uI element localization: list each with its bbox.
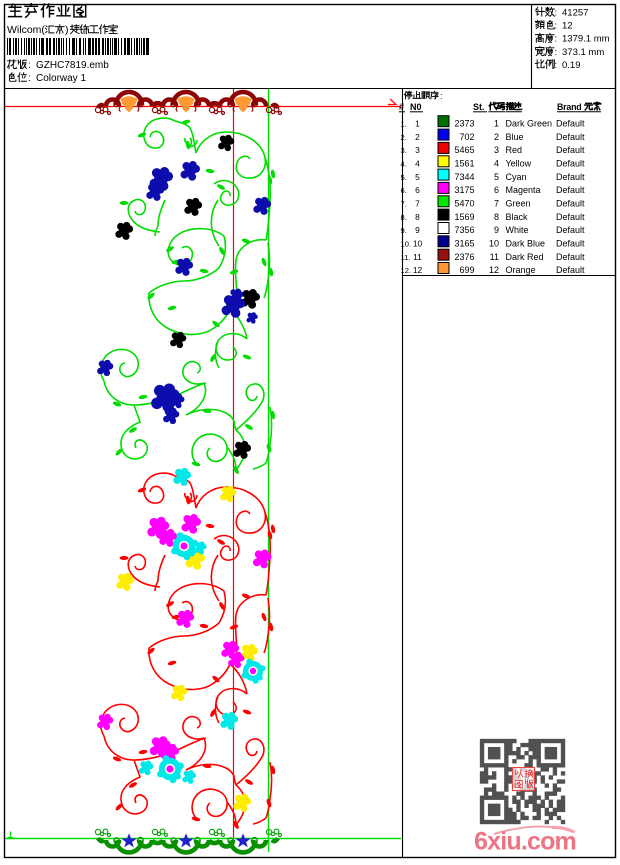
svg-text:Green: Green bbox=[506, 199, 531, 209]
svg-text::: : bbox=[555, 8, 558, 19]
svg-text:GZHC7819.emb: GZHC7819.emb bbox=[36, 60, 109, 71]
svg-text:10: 10 bbox=[489, 239, 499, 249]
svg-text:4: 4 bbox=[415, 158, 420, 168]
svg-text:#: # bbox=[399, 102, 404, 112]
svg-text:Default: Default bbox=[556, 118, 585, 128]
svg-text:6xiu.com: 6xiu.com bbox=[474, 828, 576, 856]
svg-text:11: 11 bbox=[413, 252, 422, 262]
svg-text:2: 2 bbox=[494, 132, 499, 142]
svg-text:Default: Default bbox=[556, 185, 585, 195]
svg-text:Default: Default bbox=[556, 132, 585, 142]
svg-text:Default: Default bbox=[556, 212, 585, 222]
svg-text::: : bbox=[28, 60, 31, 71]
svg-text:6: 6 bbox=[494, 185, 499, 195]
svg-text:9.: 9. bbox=[401, 226, 407, 235]
svg-text:7: 7 bbox=[415, 199, 420, 209]
svg-text:3: 3 bbox=[415, 145, 420, 155]
svg-text:Wilcom(: Wilcom( bbox=[7, 24, 45, 36]
svg-text:1.: 1. bbox=[401, 119, 407, 128]
svg-text:5: 5 bbox=[494, 172, 499, 182]
svg-text:Blue: Blue bbox=[506, 132, 524, 142]
svg-text:5470: 5470 bbox=[454, 199, 474, 209]
svg-text:1: 1 bbox=[415, 118, 420, 128]
svg-text:7: 7 bbox=[494, 199, 499, 209]
svg-text:3: 3 bbox=[494, 145, 499, 155]
svg-text:Default: Default bbox=[556, 265, 585, 275]
svg-text::: : bbox=[555, 21, 558, 32]
svg-text:Dark Green: Dark Green bbox=[506, 118, 553, 128]
svg-text:Default: Default bbox=[556, 199, 585, 209]
svg-text:3175: 3175 bbox=[454, 185, 474, 195]
svg-text:10: 10 bbox=[413, 239, 423, 249]
svg-text::: : bbox=[555, 47, 558, 58]
svg-text:Dark Red: Dark Red bbox=[506, 252, 544, 262]
svg-text:9: 9 bbox=[415, 225, 420, 235]
svg-text:7356: 7356 bbox=[454, 225, 474, 235]
svg-text:Black: Black bbox=[506, 212, 529, 222]
svg-text:Default: Default bbox=[556, 252, 585, 262]
svg-text:4: 4 bbox=[494, 158, 499, 168]
svg-text:8: 8 bbox=[494, 212, 499, 222]
svg-text:Default: Default bbox=[556, 239, 585, 249]
svg-text:12: 12 bbox=[562, 21, 573, 32]
svg-text:5465: 5465 bbox=[454, 145, 474, 155]
svg-text:1569: 1569 bbox=[454, 212, 474, 222]
svg-text:Default: Default bbox=[556, 145, 585, 155]
svg-text:St.: St. bbox=[473, 102, 485, 112]
svg-text::: : bbox=[555, 34, 558, 45]
svg-text:Default: Default bbox=[556, 225, 585, 235]
svg-text:3.: 3. bbox=[401, 146, 407, 155]
svg-text:11: 11 bbox=[490, 252, 499, 262]
svg-text:7344: 7344 bbox=[454, 172, 474, 182]
svg-text:702: 702 bbox=[459, 132, 474, 142]
svg-text::: : bbox=[555, 60, 558, 71]
svg-text:Magenta: Magenta bbox=[506, 185, 541, 195]
svg-text:2.: 2. bbox=[401, 133, 407, 142]
svg-text:1: 1 bbox=[494, 118, 499, 128]
svg-text::: : bbox=[28, 73, 31, 84]
svg-text:Default: Default bbox=[556, 158, 585, 168]
svg-text:373.1 mm: 373.1 mm bbox=[562, 47, 604, 58]
svg-text:Orange: Orange bbox=[506, 265, 536, 275]
svg-text:8: 8 bbox=[415, 212, 420, 222]
svg-text:11.: 11. bbox=[401, 253, 411, 262]
svg-text:Brand: Brand bbox=[557, 102, 581, 112]
svg-text:1561: 1561 bbox=[454, 158, 474, 168]
svg-text:Colorway 1: Colorway 1 bbox=[36, 73, 86, 84]
svg-text:Red: Red bbox=[506, 145, 523, 155]
svg-text:2: 2 bbox=[415, 132, 420, 142]
svg-text::: : bbox=[440, 91, 443, 101]
svg-text:10.: 10. bbox=[401, 240, 412, 249]
svg-text:699: 699 bbox=[459, 265, 474, 275]
svg-text:3165: 3165 bbox=[454, 239, 474, 249]
svg-text:12.: 12. bbox=[401, 266, 412, 275]
svg-text:): ) bbox=[65, 24, 69, 36]
svg-text:41257: 41257 bbox=[562, 8, 588, 19]
svg-text:0.19: 0.19 bbox=[562, 60, 581, 71]
svg-text:Dark Blue: Dark Blue bbox=[506, 239, 546, 249]
svg-text:2373: 2373 bbox=[454, 118, 474, 128]
svg-text:White: White bbox=[506, 225, 529, 235]
svg-text:Cyan: Cyan bbox=[506, 172, 527, 182]
svg-text:Yellow: Yellow bbox=[506, 158, 532, 168]
svg-text:5.: 5. bbox=[401, 173, 407, 182]
svg-text:4.: 4. bbox=[401, 159, 407, 168]
svg-text:7.: 7. bbox=[401, 200, 407, 209]
svg-text:Default: Default bbox=[556, 172, 585, 182]
svg-text:12: 12 bbox=[413, 265, 423, 275]
svg-text:5: 5 bbox=[415, 172, 420, 182]
svg-text:1379.1 mm: 1379.1 mm bbox=[562, 34, 610, 45]
svg-text:6.: 6. bbox=[401, 186, 407, 195]
svg-text:N0: N0 bbox=[410, 102, 422, 112]
svg-text:6: 6 bbox=[415, 185, 420, 195]
svg-text:8.: 8. bbox=[401, 213, 407, 222]
svg-text:2376: 2376 bbox=[454, 252, 474, 262]
svg-text:12: 12 bbox=[489, 265, 499, 275]
svg-text:9: 9 bbox=[494, 225, 499, 235]
